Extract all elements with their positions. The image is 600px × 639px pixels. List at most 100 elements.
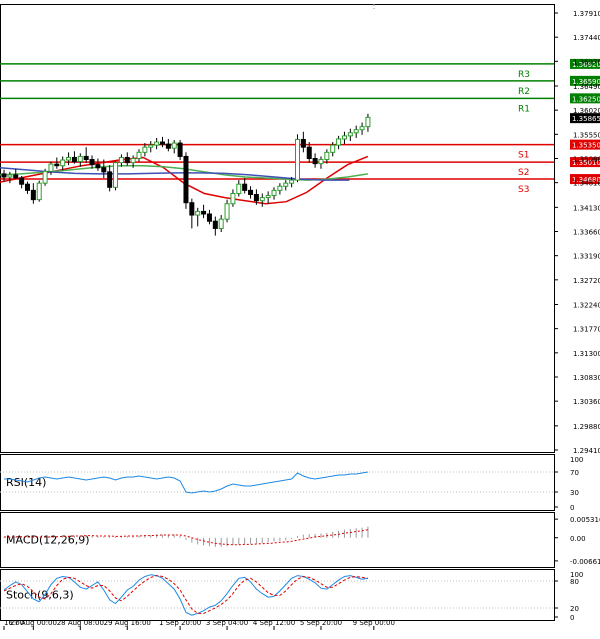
candle-bull [48, 163, 54, 172]
candle-bull [113, 162, 119, 188]
candle-bull [230, 192, 236, 205]
price-tick-label: 1.30360 [573, 398, 600, 406]
level-price-box-s1 [570, 139, 600, 150]
level-name-r3: R3 [518, 70, 530, 80]
price-tick-label: 1.33190 [573, 253, 600, 261]
candle-bear [107, 171, 113, 188]
candle-bull [195, 210, 201, 216]
time-tick-label: 5 Sep 20:00 [300, 619, 342, 627]
level-name-r1: R1 [518, 104, 530, 114]
level-price-box-r3 [570, 58, 600, 69]
level-price-label-s2: 1.35010 [572, 159, 600, 167]
level-price-box-s2 [570, 157, 600, 168]
level-price-box-r1 [570, 93, 600, 104]
panel-title-stoch: Stoch(9,6,3) [6, 589, 74, 602]
candle-bear [19, 177, 25, 185]
panel-frame-stoch [0, 569, 555, 621]
price-tick-label: 1.37910 [573, 10, 600, 18]
candle-bull [171, 142, 177, 149]
candle-bull [324, 151, 330, 161]
price-tick-label: 1.34130 [573, 204, 600, 212]
candle-bear [24, 183, 30, 191]
panel-tick-label-macd: 0.00 [570, 535, 586, 543]
stoch-main-line [3, 574, 368, 616]
candle-bull [236, 183, 242, 194]
candle-bear [165, 143, 171, 149]
candle-bull [130, 157, 136, 164]
level-name-s2: S2 [518, 168, 529, 178]
candle-bull [277, 185, 283, 191]
candle-bear [312, 157, 318, 165]
time-tick-label: 4 Sep 12:00 [253, 619, 295, 627]
candle-bear [201, 210, 207, 215]
candle-bear [101, 167, 107, 173]
panel-tick-label-stoch: 80 [570, 578, 579, 586]
main-chart-frame [0, 4, 555, 453]
panel-tick-label-macd: 0.005316 [570, 516, 600, 524]
panel-tick-label-stoch: 0 [570, 614, 574, 622]
candle-bull [224, 203, 230, 220]
candle-bull [318, 159, 324, 165]
price-tick-label: 1.32240 [573, 302, 600, 310]
level-price-label-r2: 1.36590 [572, 78, 600, 86]
candle-bear [300, 138, 306, 148]
level-price-label-r1: 1.36250 [572, 95, 600, 103]
level-name-r2: R2 [518, 87, 530, 97]
candle-bull [7, 174, 13, 178]
candle-bear [1, 173, 7, 178]
candle-bull [259, 197, 265, 202]
candle-bull [359, 126, 365, 131]
time-tick-label: 29 Aug 16:00 [104, 619, 151, 627]
candle-bull [265, 195, 271, 199]
candle-bull [66, 156, 72, 161]
candle-bear [159, 141, 165, 145]
candle-bear [95, 164, 101, 169]
candle-bull [36, 182, 42, 201]
time-tick-label: 1 Sep 20:00 [159, 619, 201, 627]
candle-bull [271, 189, 277, 197]
candle-bear [71, 156, 77, 163]
panel-tick-label-rsi: 0 [570, 504, 574, 512]
candle-bull [154, 141, 160, 146]
level-name-s1: S1 [518, 151, 529, 161]
level-price-label-r3: 1.36920 [572, 61, 600, 69]
level-price-box-s3 [570, 174, 600, 185]
candle-bear [177, 142, 183, 157]
panel-tick-label-macd: -0.006611 [570, 558, 600, 566]
candle-bear [306, 146, 312, 159]
price-tick-label: 1.36490 [573, 83, 600, 91]
candle-bear [89, 159, 95, 166]
candle-bull [289, 179, 295, 184]
price-tick-label: 1.35550 [573, 131, 600, 139]
candle-bear [206, 213, 212, 222]
candle-bull [336, 138, 342, 146]
price-tick-label: 1.36970 [573, 58, 600, 66]
candle-bear [253, 193, 259, 202]
level-price-label-s3: 1.34680 [572, 176, 600, 184]
time-tick-label: 16:00 [4, 619, 24, 627]
candle-bear [54, 163, 60, 167]
candle-bull [283, 182, 289, 187]
stoch-signal-line [3, 575, 368, 614]
current-price-label: 1.35865 [572, 115, 600, 123]
candle-bull [118, 156, 124, 164]
candle-bear [183, 155, 189, 204]
panel-frame-rsi [0, 454, 555, 511]
panel-title-macd: MACD(12,26,9) [6, 534, 90, 547]
panel-tick-label-rsi: 30 [570, 489, 579, 497]
candle-bear [30, 189, 36, 201]
macd-signal-line [4, 529, 368, 546]
candle-bull [330, 144, 336, 153]
candle-bull [218, 218, 224, 229]
candle-bull [148, 144, 154, 148]
candle-bear [212, 220, 218, 229]
level-price-label-s1: 1.35350 [572, 142, 600, 150]
price-tick-label: 1.31300 [573, 350, 600, 358]
price-tick-label: 1.29880 [573, 423, 600, 431]
price-tick-label: 1.29410 [573, 447, 600, 455]
time-tick-label: 28 Aug 08:00 [57, 619, 104, 627]
candle-bull [295, 138, 300, 181]
price-tick-label: 1.30830 [573, 374, 600, 382]
